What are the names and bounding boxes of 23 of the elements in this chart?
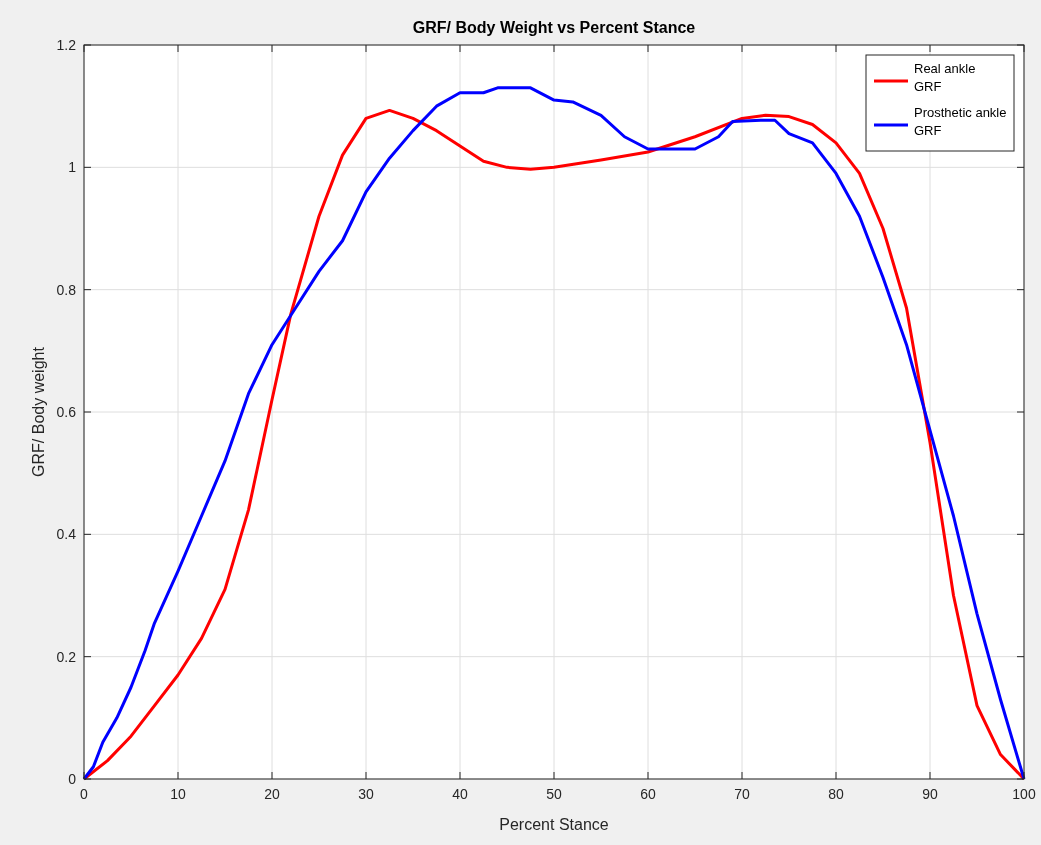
x-tick-label: 0 — [80, 786, 89, 802]
y-tick-label: 0.4 — [56, 526, 77, 543]
x-tick-label: 50 — [546, 786, 562, 802]
y-axis-title: GRF/ Body weight — [30, 346, 47, 477]
y-tick-label: 1.2 — [56, 37, 77, 53]
y-tick-label: 0.2 — [56, 648, 77, 665]
y-tick-label: 0.6 — [56, 404, 77, 420]
x-tick-label: 10 — [170, 786, 186, 802]
x-tick-label: 60 — [640, 786, 656, 802]
y-tick-label: 1 — [68, 159, 77, 176]
y-tick-label: 0 — [68, 771, 77, 787]
x-tick-label: 30 — [358, 786, 374, 802]
x-tick-label: 40 — [452, 786, 468, 802]
x-tick-label: 70 — [734, 786, 750, 802]
chart-title: GRF/ Body Weight vs Percent Stance — [412, 19, 696, 36]
x-axis-title: Percent Stance — [499, 816, 609, 833]
legend-label: Prosthetic ankle GRF — [914, 105, 1007, 138]
x-tick-label: 100 — [1012, 786, 1036, 802]
x-tick-label: 80 — [828, 786, 844, 802]
y-tick-label: 0.8 — [56, 281, 77, 298]
legend-label: Real ankle GRF — [914, 61, 976, 94]
x-tick-label: 20 — [264, 786, 280, 802]
x-tick-label: 90 — [922, 786, 938, 802]
